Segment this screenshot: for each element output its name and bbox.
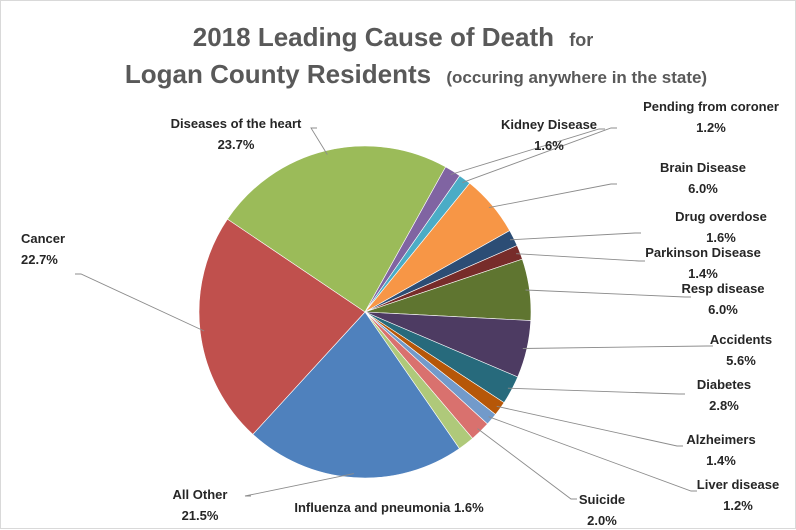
slice-label: Alzheimers 1.4% <box>686 432 755 468</box>
leader-line <box>450 128 605 175</box>
leader-line <box>488 416 697 492</box>
leader-line <box>244 473 354 497</box>
leader-line <box>525 289 691 298</box>
leader-line <box>496 405 683 447</box>
leader-line <box>522 345 713 349</box>
chart-title-line2: Logan County Residents (occuring anywher… <box>125 59 707 89</box>
slice-label: Accidents 5.6% <box>710 332 772 368</box>
leader-line <box>488 183 617 209</box>
chart-title-line1: 2018 Leading Cause of Death for <box>193 22 593 52</box>
slice-label: Diseases of the heart 23.7% <box>171 116 302 152</box>
pie-slice-cancer <box>198 218 366 435</box>
slice-label: Diabetes 2.8% <box>697 377 751 413</box>
slice-label: Suicide 2.0% <box>579 492 625 528</box>
leader-line <box>477 428 577 500</box>
slice-label: Resp disease 6.0% <box>681 281 764 317</box>
leader-line <box>516 253 645 262</box>
leader-line <box>507 387 685 395</box>
slice-label: Liver disease 1.2% <box>697 477 779 513</box>
slice-labels: Diseases of the heart 23.7% Kidney Disease… <box>21 99 779 528</box>
slice-label: Pending from coroner 1.2% <box>643 99 779 135</box>
pie-slice-all-other <box>252 311 460 479</box>
leader-lines <box>75 127 713 500</box>
leader-line <box>462 127 617 184</box>
pie-slice-diseases-of-the-heart <box>226 145 447 313</box>
pie-slices <box>198 145 532 479</box>
slice-label: Drug overdose 1.6% <box>675 209 767 245</box>
slice-label: Influenza and pneumonia 1.6% <box>294 500 484 515</box>
leader-line <box>310 127 328 155</box>
slice-label: Brain Disease 6.0% <box>660 160 746 196</box>
slice-label: Cancer 22.7% <box>21 231 65 267</box>
slice-label: Kidney Disease 1.6% <box>501 117 597 153</box>
leader-line <box>75 273 205 332</box>
leader-line <box>509 232 641 241</box>
slice-label: All Other 21.5% <box>173 487 228 523</box>
slice-label: Parkinson Disease 1.4% <box>645 245 761 281</box>
